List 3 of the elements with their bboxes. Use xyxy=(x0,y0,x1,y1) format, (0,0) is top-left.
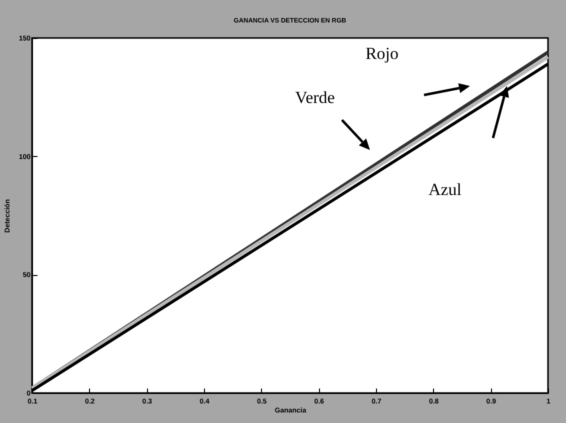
annotation: Verde xyxy=(295,88,335,107)
annotation: Rojo xyxy=(365,44,399,63)
annotation: Azul xyxy=(428,180,462,199)
